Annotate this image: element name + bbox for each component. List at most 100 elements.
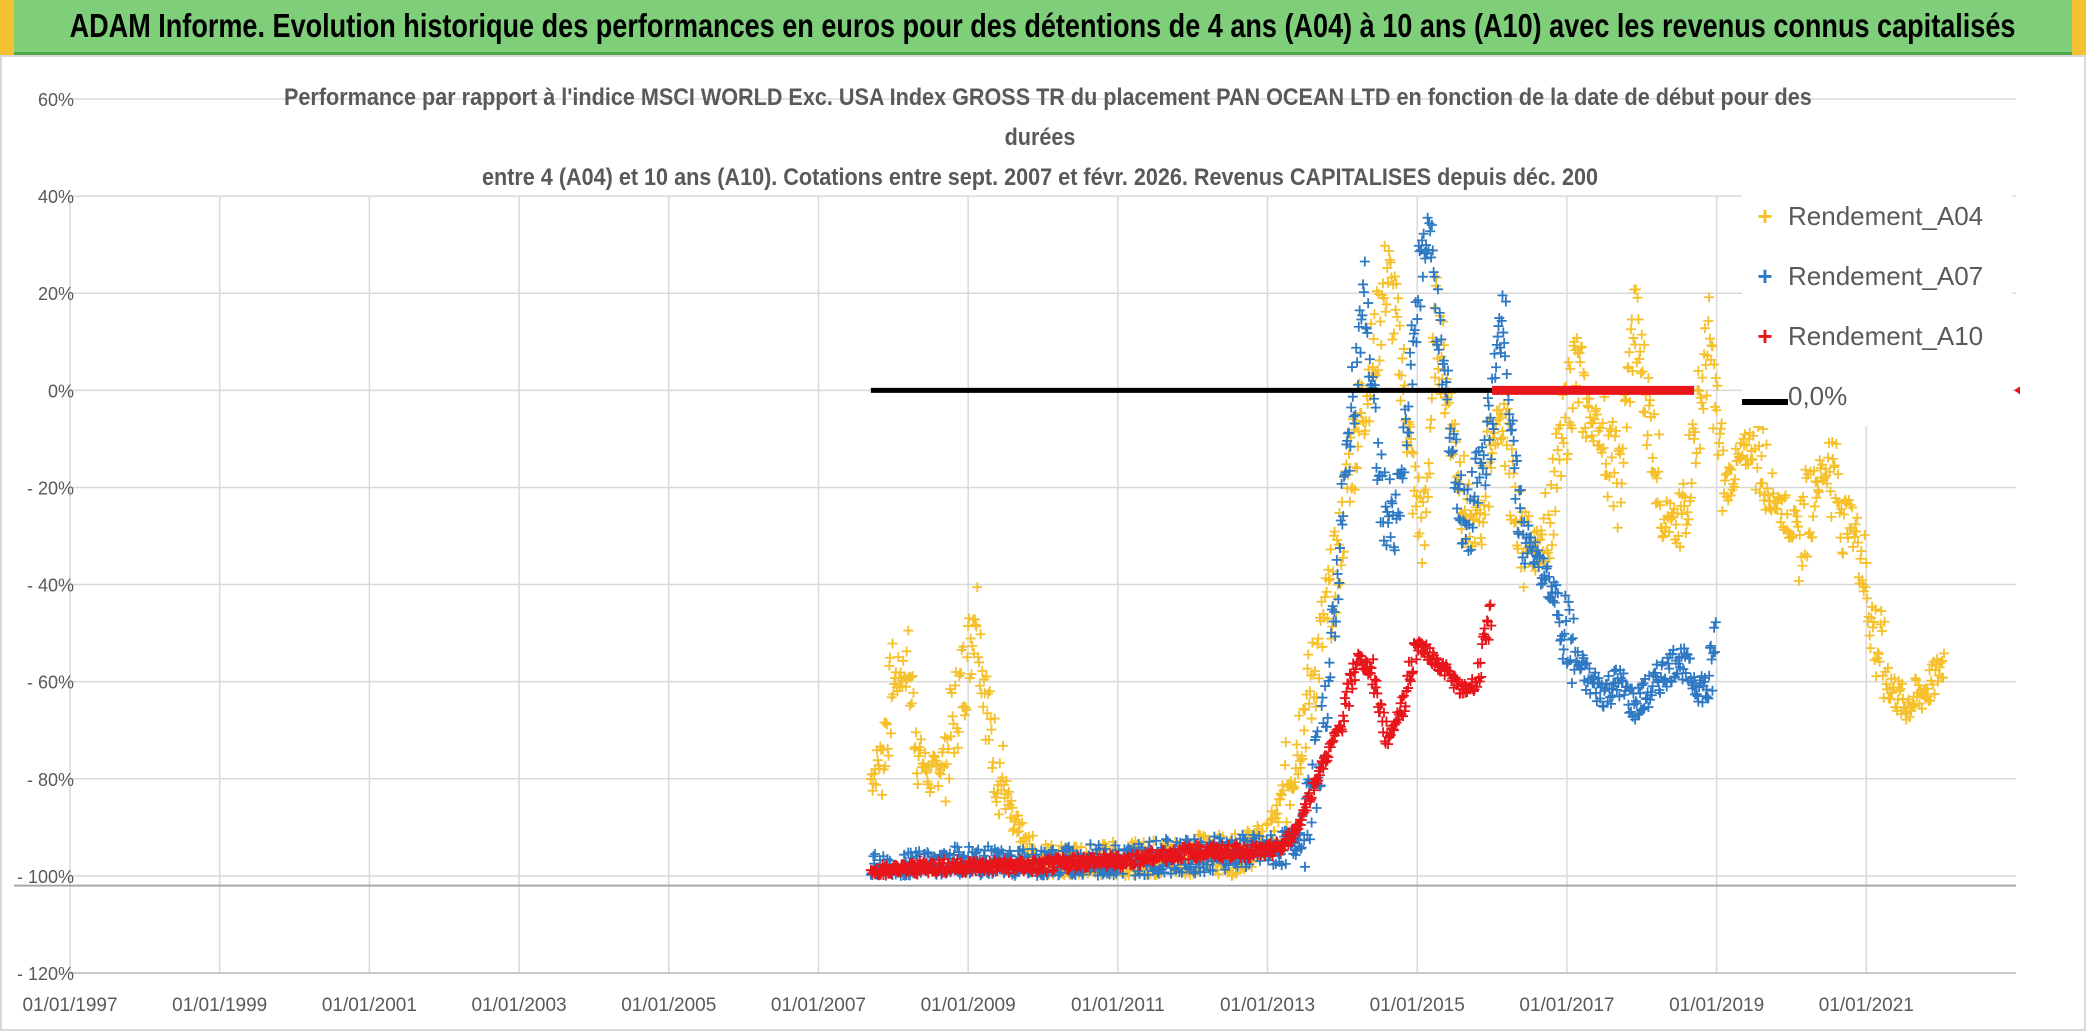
data-point [1546,479,1557,490]
data-point [1480,480,1491,491]
data-point [1354,378,1365,389]
data-point [1344,465,1355,476]
data-point [1501,369,1512,380]
data-point [1378,707,1389,718]
data-point [1301,805,1312,816]
data-point [993,809,1004,820]
data-point [1350,410,1361,421]
data-point [1017,856,1028,867]
data-point [903,625,914,636]
data-point [1304,698,1315,709]
data-point [1347,362,1358,373]
data-point [1716,418,1727,429]
data-point [1288,832,1299,843]
edge-marker [2014,386,2020,395]
data-point [1859,530,1870,541]
data-point [1053,870,1064,881]
data-point [1426,219,1437,230]
data-point [1329,606,1340,617]
data-point [1566,423,1577,434]
data-point [1449,418,1460,429]
data-point [1486,454,1497,465]
data-point [949,747,960,758]
data-point [1409,485,1420,496]
data-point [1477,442,1488,453]
data-point [973,657,984,668]
y-axis-tick-labels: 60% 40% 20% 0% - 20% - 40% - 60% - 80% - 100% - 1… [17,90,74,984]
data-point [1407,379,1418,390]
x-tick-label: 01/01/2011 [1071,995,1165,1016]
data-point [943,743,954,754]
data-point [1635,368,1646,379]
data-point [1515,503,1526,514]
data-point [1596,447,1607,458]
data-point [1320,681,1331,692]
data-point [1704,670,1715,681]
data-point [1508,435,1519,446]
data-point [1479,500,1490,511]
x-tick-label: 01/01/2009 [921,995,1016,1016]
data-point [1559,628,1570,639]
y-tick-label: - 60% [27,673,74,693]
data-point [989,713,1000,724]
data-point [1686,478,1697,489]
data-point [1498,327,1509,338]
data-point [1479,509,1490,520]
data-point [1350,462,1361,473]
data-point [939,732,950,743]
data-point [1665,498,1676,509]
data-point [1709,622,1720,633]
data-point [1012,827,1023,838]
data-point [1317,641,1328,652]
data-point [1793,576,1804,587]
data-point [1754,441,1765,452]
data-point [1466,544,1477,555]
data-point [1584,663,1595,674]
data-point [877,789,888,800]
data-point [1017,817,1028,828]
data-point [911,727,922,738]
data-point [1518,582,1529,593]
data-point [1794,530,1805,541]
data-point [905,700,916,711]
data-point [1313,633,1324,644]
data-point [1717,505,1728,516]
data-point [1357,310,1368,321]
data-point [1272,808,1283,819]
data-point [1416,512,1427,523]
data-point [1452,503,1463,514]
data-point [1601,470,1612,481]
data-point [912,869,923,880]
data-point [1598,443,1609,454]
data-point [1424,468,1435,479]
data-point [1318,763,1329,774]
data-point [1385,257,1396,268]
data-point [1291,739,1302,750]
data-point [1847,502,1858,513]
data-point [1370,402,1381,413]
data-point [1307,759,1318,770]
data-point [1798,499,1809,510]
data-point [1804,527,1815,538]
data-point [1347,391,1358,402]
data-point [1720,469,1731,480]
data-point [1567,403,1578,414]
data-point [1321,721,1332,732]
data-point [1319,592,1330,603]
x-tick-label: 01/01/2005 [621,995,716,1016]
data-point [1280,858,1291,869]
data-point [1476,458,1487,469]
data-point [1900,703,1911,714]
data-point [1552,445,1563,456]
data-point [1703,693,1714,704]
data-point [1463,479,1474,490]
y-tick-label: - 100% [17,867,74,887]
x-tick-label: 01/01/1999 [172,995,267,1016]
data-point [1767,468,1778,479]
data-point [913,751,924,762]
data-point [1459,505,1470,516]
y-tick-label: - 80% [27,770,74,790]
data-point [1380,501,1391,512]
data-point [1372,365,1383,376]
data-point [1874,656,1885,667]
